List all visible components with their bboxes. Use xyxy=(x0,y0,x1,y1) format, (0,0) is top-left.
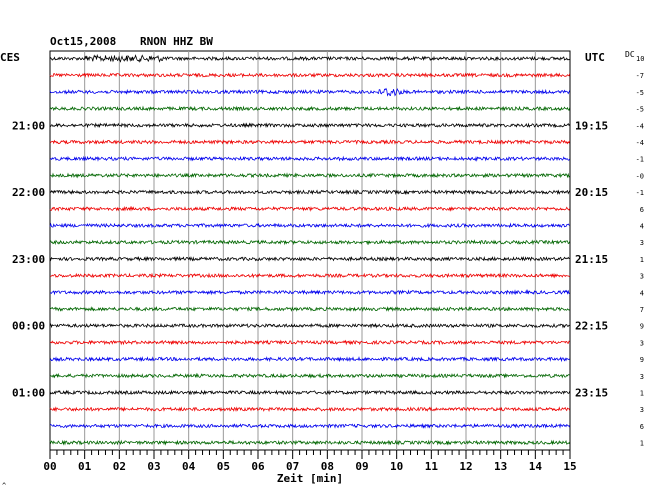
left-hour-label: 01:00 xyxy=(12,387,45,400)
x-tick-label: 15 xyxy=(563,460,576,473)
trace-line xyxy=(49,122,571,129)
grid xyxy=(84,51,536,450)
right-hour-label: 20:15 xyxy=(575,186,608,199)
dc-offset-label: 1 xyxy=(640,390,644,398)
right-hour-label: 23:15 xyxy=(575,387,608,400)
dc-offset-labels: -7 -5 -5 -4 -4 -1 -0 -1 6 4 3 1 3 4 7 9 3 9 3 1 3 6 1 xyxy=(636,72,644,447)
x-tick-label: 08 xyxy=(321,460,334,473)
left-timezone-label: CES xyxy=(0,51,20,64)
dc-offset-label: 3 xyxy=(640,373,644,381)
trace-line xyxy=(49,139,571,146)
plot-frame xyxy=(49,50,571,451)
corner-mark: ^ xyxy=(2,482,6,490)
trace-line xyxy=(49,339,571,346)
x-axis: 00 01 02 03 04 05 06 07 08 09 10 11 12 13 14 15 xyxy=(43,450,577,473)
trace-line xyxy=(49,87,571,97)
trace-line xyxy=(49,406,571,413)
dc-offset-label: 7 xyxy=(640,306,644,314)
right-hour-label: 21:15 xyxy=(575,253,608,266)
left-hour-label: 00:00 xyxy=(12,320,45,333)
dc-offset-label: -1 xyxy=(636,156,644,164)
trace-line xyxy=(49,255,570,262)
dc-offset-label: 6 xyxy=(640,206,644,214)
left-hour-label: 23:00 xyxy=(12,253,45,266)
dc-top-value: 10 xyxy=(636,55,644,63)
dc-offset-label: -4 xyxy=(636,122,644,130)
trace-line xyxy=(49,272,570,279)
x-tick-label: 06 xyxy=(251,460,265,473)
trace-line xyxy=(49,172,571,179)
left-hour-label: 21:00 xyxy=(12,119,45,132)
right-timezone-label: UTC xyxy=(585,51,605,64)
dc-offset-label: 3 xyxy=(640,406,644,414)
trace-line xyxy=(49,389,571,396)
x-tick-label: 04 xyxy=(182,460,196,473)
dc-offset-label: -7 xyxy=(636,72,644,80)
x-tick-label: 03 xyxy=(147,460,160,473)
trace-line xyxy=(49,205,571,212)
dc-offset-label: 1 xyxy=(640,256,644,264)
dc-label: DC xyxy=(625,50,635,59)
dc-offset-label: 3 xyxy=(640,339,644,347)
x-tick-label: 02 xyxy=(113,460,126,473)
right-hour-labels: 19:15 20:15 21:15 22:15 23:15 xyxy=(575,119,608,399)
dc-offset-label: 1 xyxy=(640,440,644,448)
dc-offset-label: 9 xyxy=(640,356,644,364)
x-tick-label: 09 xyxy=(355,460,368,473)
dc-offset-label: -4 xyxy=(636,139,644,147)
trace-line xyxy=(49,356,571,363)
x-axis-label: Zeit [min] xyxy=(277,472,343,485)
x-tick-label: 14 xyxy=(529,460,543,473)
x-tick-label: 05 xyxy=(217,460,230,473)
dc-offset-label: 3 xyxy=(640,239,644,247)
left-hour-labels: 21:00 22:00 23:00 00:00 01:00 xyxy=(12,119,45,399)
dc-offset-label: -5 xyxy=(636,106,644,114)
trace-line xyxy=(49,72,571,79)
trace-line xyxy=(49,372,570,379)
trace-line xyxy=(49,305,570,312)
dc-offset-label: 6 xyxy=(640,423,644,431)
dc-offset-label: 4 xyxy=(640,289,644,297)
x-tick-label: 00 xyxy=(43,460,56,473)
right-hour-label: 22:15 xyxy=(575,320,608,333)
dc-offset-label: 4 xyxy=(640,223,644,231)
x-tick-label: 10 xyxy=(390,460,403,473)
x-tick-label: 01 xyxy=(78,460,92,473)
trace-line xyxy=(49,105,571,112)
dc-offset-label: -5 xyxy=(636,89,644,97)
x-tick-label: 12 xyxy=(459,460,472,473)
x-tick-label: 13 xyxy=(494,460,507,473)
trace-line xyxy=(49,289,570,296)
x-tick-label: 07 xyxy=(286,460,299,473)
trace-line xyxy=(49,439,571,446)
x-tick-label: 11 xyxy=(425,460,439,473)
trace-line xyxy=(49,239,571,246)
dc-offset-label: 9 xyxy=(640,323,644,331)
left-hour-label: 22:00 xyxy=(12,186,45,199)
trace-line xyxy=(49,422,571,429)
dc-offset-label: -1 xyxy=(636,189,644,197)
trace-line xyxy=(49,189,571,196)
dc-offset-label: -0 xyxy=(636,172,644,180)
header-station: RNON HHZ BW xyxy=(140,35,213,48)
trace-line xyxy=(49,53,570,63)
header-date: Oct15,2008 xyxy=(50,35,116,48)
traces xyxy=(49,53,571,446)
trace-line xyxy=(49,222,570,229)
dc-offset-label: 3 xyxy=(640,273,644,281)
trace-line xyxy=(49,322,570,329)
trace-line xyxy=(49,155,571,162)
right-hour-label: 19:15 xyxy=(575,119,608,132)
